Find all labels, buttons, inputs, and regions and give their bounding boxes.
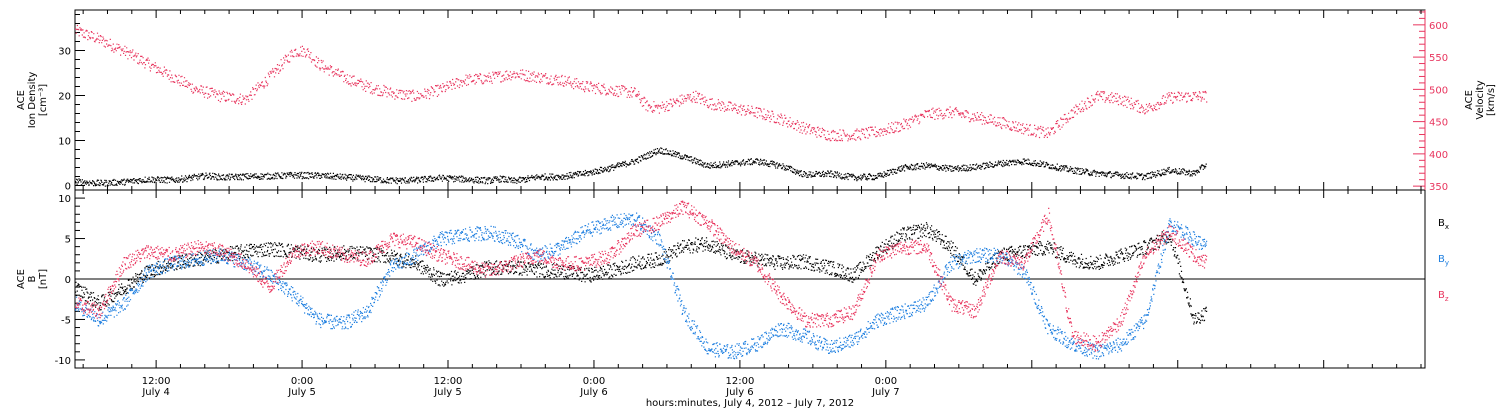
velocity-tick-label: 350 [1429,182,1448,193]
bfield-legend: Bx By Bz [1438,218,1449,303]
bz-series [75,200,1208,352]
time-tick-label: 0:00 [875,376,897,387]
time-tick-label: 12:00 [434,376,463,387]
x-axis-label: hours:minutes, July 4, 2012 – July 7, 20… [646,398,854,409]
density-label-line-2: Ion Density [27,72,38,129]
density-tick-label: 30 [58,47,71,58]
velocity-tick-label: 550 [1429,53,1448,64]
bfield-label-line-2: B [27,275,38,282]
bfield-axis-label: ACE B [nT] [16,269,49,289]
date-tick-label: July 6 [725,387,754,398]
bfield-label-line-3: [nT] [38,269,49,289]
density-velocity-series [75,24,1208,187]
velocity-label-line-2: Velocity [1475,80,1486,119]
bfield-tick-label: 5 [65,235,71,246]
legend-bx: Bx [1438,218,1449,231]
density-velocity-panel [74,9,1426,191]
velocity-label-line-3: [km/s] [1486,84,1497,116]
bfield-series [75,200,1208,360]
bx-series [75,222,1208,325]
bfield-label-line-1: ACE [16,269,27,289]
density-label-line-1: ACE [16,90,27,110]
density-tick-label: 10 [58,137,71,148]
density-label-line-3: [cm⁻³] [38,84,49,116]
density-tick-label: 20 [58,92,71,103]
legend-by: By [1438,254,1449,267]
date-tick-label: July 4 [141,387,170,398]
date-tick-label: July 7 [871,387,900,398]
date-tick-label: July 5 [433,387,462,398]
date-tick-label: July 5 [287,387,316,398]
velocity-axis-label: ACE Velocity [km/s] [1464,80,1497,119]
density-series [75,147,1207,187]
velocity-series [75,24,1208,142]
time-tick-label: 0:00 [583,376,605,387]
velocity-axis-ticks: 350 400 450 500 550 600 [1413,10,1448,193]
density-axis-ticks: 0 10 20 30 [58,14,85,193]
date-tick-label: July 6 [579,387,608,398]
by-series [75,212,1208,360]
density-tick-label: 0 [65,182,71,193]
density-axis-label: ACE Ion Density [cm⁻³] [16,72,49,129]
velocity-tick-label: 600 [1429,21,1448,32]
velocity-tick-label: 450 [1429,118,1448,129]
bfield-tick-label: -10 [55,356,71,367]
velocity-tick-label: 400 [1429,150,1448,161]
bfield-axis-ticks: -10 -5 0 5 10 [55,194,85,367]
bfield-tick-label: 0 [65,275,71,286]
legend-bz: Bz [1438,290,1449,303]
velocity-tick-label: 500 [1429,85,1448,96]
bfield-tick-label: 10 [58,194,71,205]
velocity-label-line-1: ACE [1464,90,1475,110]
time-tick-label: 12:00 [725,376,754,387]
time-tick-label: 12:00 [142,376,171,387]
bfield-tick-label: -5 [61,315,71,326]
time-tick-label: 0:00 [291,376,313,387]
